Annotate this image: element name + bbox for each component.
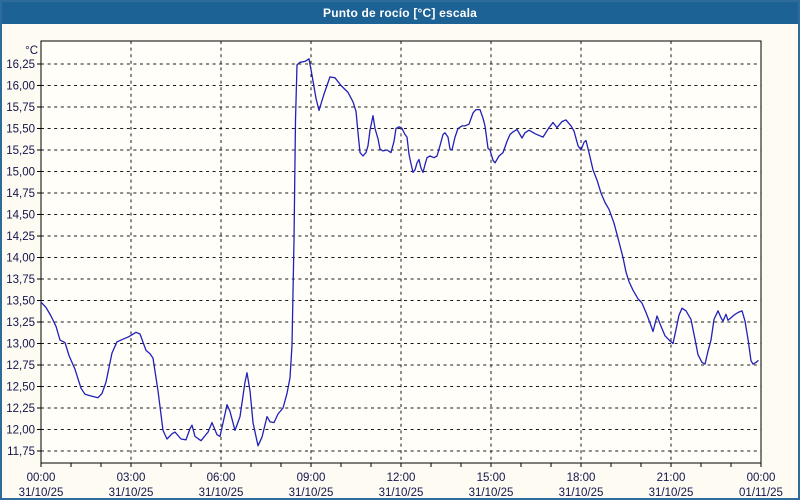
y-axis-label: 11,75 — [7, 446, 35, 458]
dewpoint-chart: 16,25 16,00 15,75 15,50 15,25 15,00 14,75 14,50… — [2, 24, 798, 498]
y-axis-label: 12,75 — [6, 360, 35, 372]
x-axis-time-label: 15:00 — [477, 472, 506, 484]
y-axis-label: 13,50 — [6, 296, 35, 308]
x-axis-time-label: 12:00 — [387, 472, 416, 484]
x-axis-date-label: 31/10/25 — [649, 487, 694, 498]
x-axis-date-label: 31/10/25 — [379, 487, 424, 498]
x-axis-date-label: 31/10/25 — [469, 487, 514, 498]
x-axis-time-label: 03:00 — [117, 472, 146, 484]
y-axis-label: 12,50 — [6, 382, 35, 394]
x-axis-date-label: 31/10/25 — [109, 487, 154, 498]
y-axis-label: 15,25 — [6, 145, 35, 157]
x-axis-time-label: 18:00 — [567, 472, 596, 484]
y-axis-label: 12,25 — [6, 403, 35, 415]
y-axis-label: 15,00 — [6, 167, 35, 179]
x-axis-time-label: 00:00 — [27, 472, 56, 484]
x-axis-date-label: 31/10/25 — [289, 487, 334, 498]
y-axis-label: 13,25 — [6, 317, 35, 329]
y-axis-label: 14,25 — [6, 231, 35, 243]
x-axis-time-label: 06:00 — [207, 472, 236, 484]
series-line — [40, 58, 759, 447]
x-axis-date-label: 01/11/25 — [739, 487, 783, 498]
y-axis-label: 13,75 — [6, 274, 35, 286]
y-axis-label: 16,00 — [6, 81, 35, 93]
y-axis-label: 14,75 — [6, 188, 35, 200]
dewpoint-chart-svg: 16,25 16,00 15,75 15,50 15,25 15,00 14,75 14,50… — [6, 40, 783, 498]
y-axis-label: 15,50 — [6, 124, 35, 136]
y-axis-label: 14,00 — [6, 253, 35, 265]
plot-border — [40, 40, 762, 464]
page-title: Punto de rocío [°C] escala — [322, 6, 478, 20]
y-axis-label: 14,50 — [6, 210, 35, 222]
x-axis-time-label: 09:00 — [297, 472, 326, 484]
y-axis-label: 15,75 — [6, 102, 35, 114]
x-axis-date-label: 31/10/25 — [199, 487, 244, 498]
y-axis-label: 12,00 — [6, 425, 35, 437]
x-axis-date-label: 31/10/25 — [559, 487, 604, 498]
x-axis-time-label: 00:00 — [747, 472, 776, 484]
x-axis-time-label: 21:00 — [657, 472, 686, 484]
x-axis-date-label: 31/10/25 — [19, 487, 64, 498]
unit-label: °C — [25, 45, 38, 57]
y-axis-label: 13,00 — [6, 339, 35, 351]
title-bar: Punto de rocío [°C] escala — [2, 2, 798, 24]
y-axis-label: 16,25 — [6, 59, 35, 71]
